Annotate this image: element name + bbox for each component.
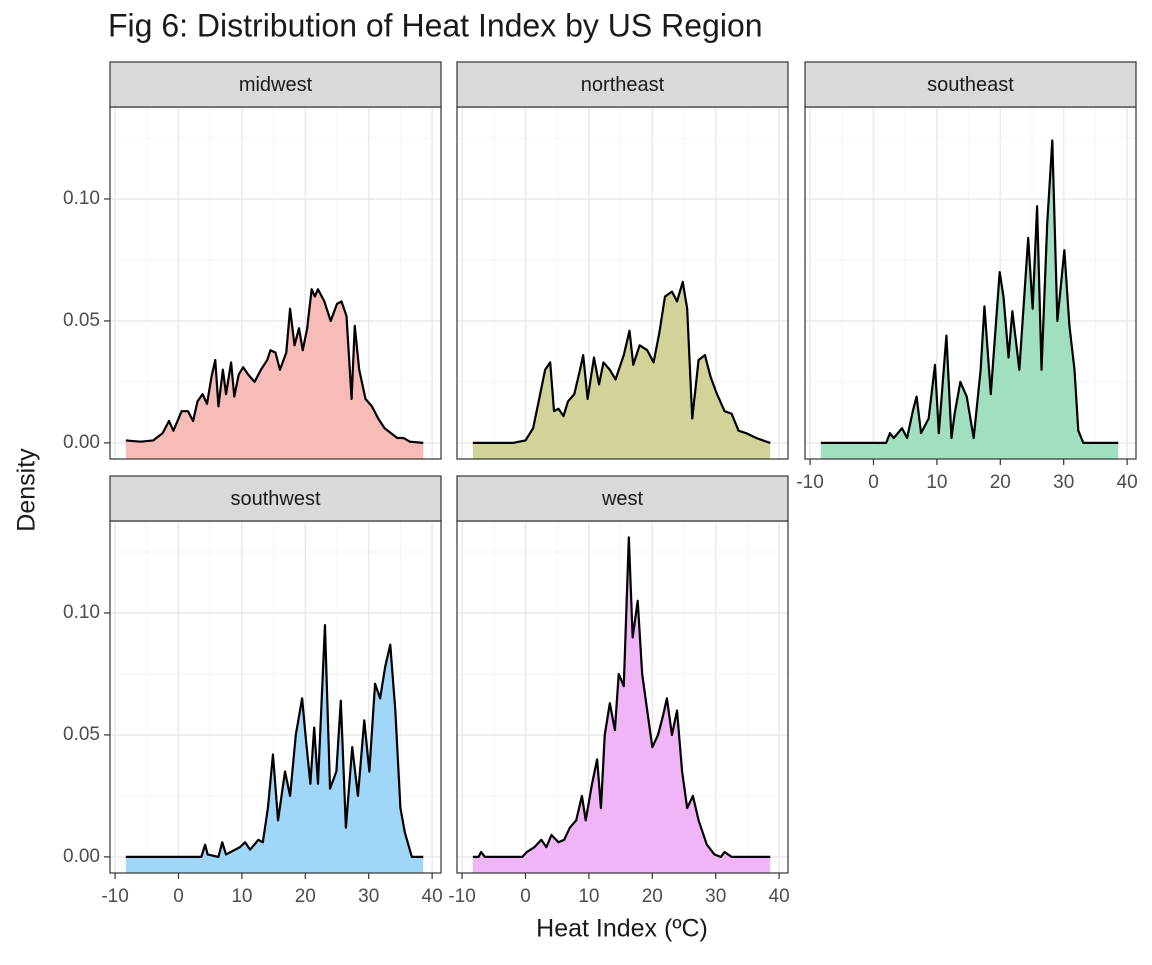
density-line bbox=[125, 624, 424, 858]
chart-title: Fig 6: Distribution of Heat Index by US … bbox=[108, 7, 763, 43]
x-tick-label: 40 bbox=[769, 886, 790, 907]
panel: southwest -10 0 10 20 30 40 0.00 0.05 0.10 bbox=[63, 475, 443, 907]
x-tick-label: 30 bbox=[705, 886, 726, 907]
strip-label: northeast bbox=[581, 74, 665, 96]
density-area bbox=[472, 537, 771, 873]
x-tick-label: 30 bbox=[358, 886, 379, 907]
density-area bbox=[820, 140, 1119, 460]
y-tick-label: 0.00 bbox=[63, 432, 100, 453]
x-tick-label: 10 bbox=[231, 886, 252, 907]
x-tick-label: 0 bbox=[868, 472, 879, 493]
density-area bbox=[472, 281, 771, 459]
x-tick-label: 10 bbox=[578, 886, 599, 907]
density-area bbox=[125, 289, 424, 459]
panel: northeast bbox=[456, 61, 789, 460]
density-line bbox=[820, 139, 1119, 444]
strip bbox=[109, 475, 442, 522]
strip-label: midwest bbox=[239, 74, 313, 96]
strip bbox=[456, 61, 789, 108]
y-tick-label: 0.00 bbox=[63, 846, 100, 867]
x-tick-label: 20 bbox=[295, 886, 316, 907]
x-tick-label: 30 bbox=[1053, 472, 1074, 493]
x-axis-title: Heat Index (ºC) bbox=[536, 915, 708, 943]
strip bbox=[456, 475, 789, 522]
density-line bbox=[472, 280, 771, 444]
y-tick-label: 0.10 bbox=[63, 602, 100, 623]
strip-label: southeast bbox=[927, 74, 1014, 96]
strip bbox=[109, 61, 442, 108]
x-tick-label: 0 bbox=[520, 886, 531, 907]
density-line bbox=[125, 288, 424, 444]
strip-label: southwest bbox=[230, 488, 320, 510]
x-tick-label: 10 bbox=[926, 472, 947, 493]
density-area bbox=[125, 625, 424, 873]
y-tick-label: 0.10 bbox=[63, 188, 100, 209]
x-tick-label: 40 bbox=[422, 886, 443, 907]
y-axis-title: Density bbox=[13, 448, 41, 532]
x-tick-label: 40 bbox=[1117, 472, 1138, 493]
strip-label: west bbox=[601, 488, 644, 510]
x-tick-label: -10 bbox=[448, 886, 475, 907]
panel: midwest 0.00 0.05 0.10 bbox=[63, 61, 442, 460]
x-tick-label: -10 bbox=[796, 472, 823, 493]
strip bbox=[804, 61, 1137, 108]
x-tick-label: 0 bbox=[173, 886, 184, 907]
panel: southeast -10 0 10 20 30 40 bbox=[796, 61, 1138, 493]
y-tick-label: 0.05 bbox=[63, 724, 100, 745]
x-tick-label: 20 bbox=[990, 472, 1011, 493]
panel: west -10 0 10 20 30 40 bbox=[448, 475, 790, 907]
y-tick-label: 0.05 bbox=[63, 310, 100, 331]
x-tick-label: 20 bbox=[642, 886, 663, 907]
density-line bbox=[472, 536, 771, 858]
panel-background bbox=[805, 107, 1136, 459]
x-tick-label: -10 bbox=[101, 886, 128, 907]
